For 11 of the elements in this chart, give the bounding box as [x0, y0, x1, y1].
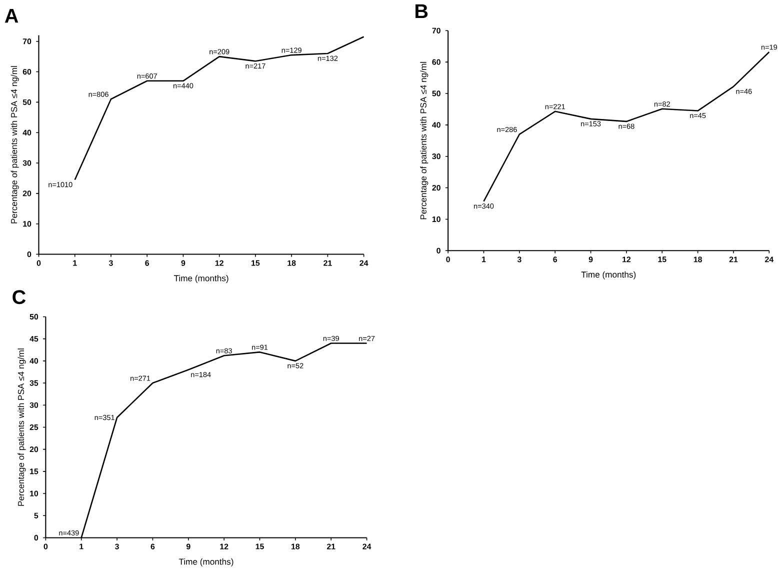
- x-axis-title: Time (months): [178, 558, 234, 567]
- chart-title: B: [416, 4, 428, 18]
- line-series: [74, 36, 364, 180]
- x-axis-title: Time (months): [581, 271, 636, 280]
- y-axis-title: Percentage of patients with PSA ≤4 ng/ml: [420, 62, 428, 220]
- x-axis-title: Time (months): [174, 275, 228, 284]
- chart-title: C: [12, 290, 26, 304]
- chart-title: A: [4, 9, 18, 23]
- y-axis-title: Percentage of patients with PSA ≤4 ng/ml: [10, 66, 19, 224]
- line-series: [483, 51, 770, 202]
- y-axis-title: Percentage of patients with PSA ≤4 ng/ml: [18, 348, 26, 506]
